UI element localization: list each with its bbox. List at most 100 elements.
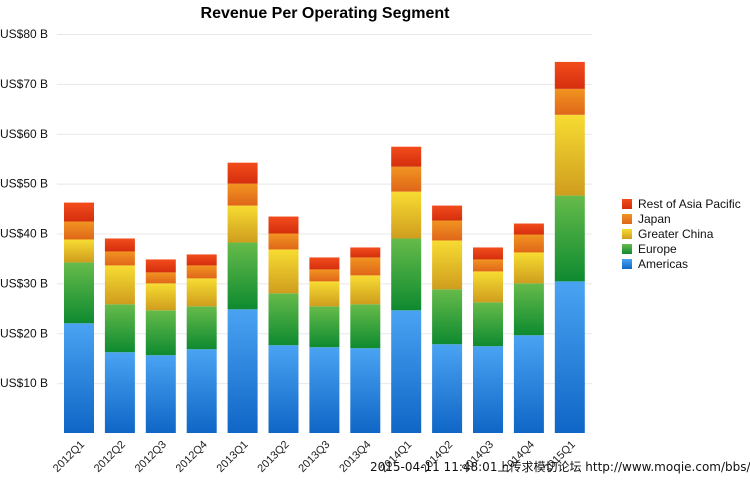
bar-segment-greater-china xyxy=(104,265,135,305)
bar-segment-japan xyxy=(554,88,585,115)
bar-segment-europe xyxy=(554,195,585,282)
bar-segment-japan xyxy=(513,234,544,253)
bar-segment-europe xyxy=(513,283,544,336)
bar-stack xyxy=(309,257,340,433)
bar-segment-rest-of-asia-pacific xyxy=(350,247,381,258)
bar-segment-greater-china xyxy=(227,205,258,243)
bar-segment-greater-china xyxy=(145,283,176,311)
bar-segment-americas xyxy=(227,309,258,433)
bar-segment-japan xyxy=(309,269,340,282)
bar-segment-greater-china xyxy=(513,252,544,284)
bar-segment-europe xyxy=(473,302,503,347)
legend-label: Japan xyxy=(638,212,671,226)
bar-stack xyxy=(432,205,463,433)
bar-stack xyxy=(391,146,422,433)
bar-segment-europe xyxy=(227,242,258,310)
bar-segment-greater-china xyxy=(309,281,340,307)
bar-segment-americas xyxy=(473,346,503,433)
bar-segment-americas xyxy=(145,355,176,433)
bar-stack xyxy=(186,254,217,433)
x-tick-label: 2012Q3 xyxy=(133,439,169,475)
bar-segment-americas xyxy=(309,347,340,433)
bar-segment-europe xyxy=(64,262,94,324)
bar-segment-japan xyxy=(473,259,503,272)
bar-segment-greater-china xyxy=(391,191,422,239)
bar-stack xyxy=(145,259,176,433)
bar-stack xyxy=(104,238,135,433)
bar-segment-rest-of-asia-pacific xyxy=(186,254,217,266)
bar-stack xyxy=(64,202,94,433)
x-tick-label: 2013Q4 xyxy=(337,439,373,475)
legend-label: Americas xyxy=(638,257,688,271)
bar-segment-rest-of-asia-pacific xyxy=(513,223,544,235)
y-tick-label: US$40 B xyxy=(0,227,48,241)
y-tick-label: US$30 B xyxy=(0,276,48,290)
bar-stack xyxy=(554,61,585,433)
bar-segment-rest-of-asia-pacific xyxy=(145,259,176,273)
y-axis-ticks: US$10 B US$20 B US$30 B US$40 B US$50 B US$60… xyxy=(0,27,48,390)
legend-swatch xyxy=(622,199,632,209)
bar-segment-rest-of-asia-pacific xyxy=(309,257,340,270)
bar-segment-europe xyxy=(104,304,135,353)
bar-segment-americas xyxy=(186,349,217,433)
bar-segment-americas xyxy=(64,323,94,433)
bar-segment-japan xyxy=(227,183,258,206)
bar-segment-greater-china xyxy=(554,114,585,196)
bar-stack xyxy=(268,216,299,433)
bar-segment-rest-of-asia-pacific xyxy=(554,61,585,89)
bar-segment-rest-of-asia-pacific xyxy=(391,146,422,167)
bar-segment-americas xyxy=(554,281,585,433)
bar-segment-europe xyxy=(391,238,422,311)
y-tick-label: US$50 B xyxy=(0,177,48,191)
bar-segment-europe xyxy=(145,310,176,356)
legend-swatch xyxy=(622,259,632,269)
legend-item: Americas xyxy=(622,257,688,271)
bar-segment-rest-of-asia-pacific xyxy=(227,162,258,184)
bar-segment-japan xyxy=(145,272,176,284)
bar-segment-rest-of-asia-pacific xyxy=(64,202,94,222)
bar-segment-rest-of-asia-pacific xyxy=(268,216,299,234)
legend-swatch xyxy=(622,244,632,254)
bar-segment-americas xyxy=(350,348,381,433)
x-tick-label: 2012Q2 xyxy=(92,439,128,475)
x-tick-label: 2013Q1 xyxy=(215,439,251,475)
bar-stack xyxy=(350,247,381,433)
legend-item: Greater China xyxy=(622,227,714,241)
bar-segment-europe xyxy=(350,304,381,349)
bar-segment-americas xyxy=(104,352,135,433)
bar-segment-japan xyxy=(391,166,422,192)
y-tick-label: US$70 B xyxy=(0,77,48,91)
legend-swatch xyxy=(622,214,632,224)
bar-segment-americas xyxy=(391,310,422,433)
y-tick-label: US$20 B xyxy=(0,326,48,340)
x-tick-label: 2013Q2 xyxy=(255,439,291,475)
legend-label: Greater China xyxy=(638,227,714,241)
y-tick-label: US$60 B xyxy=(0,127,48,141)
bar-segment-americas xyxy=(268,345,299,433)
legend-item: Rest of Asia Pacific xyxy=(622,197,741,211)
bar-segment-europe xyxy=(432,289,463,345)
bar-segment-japan xyxy=(104,251,135,266)
bar-segment-europe xyxy=(186,306,217,350)
bar-stack xyxy=(513,223,544,433)
x-tick-label: 2012Q4 xyxy=(174,439,210,475)
bar-segment-greater-china xyxy=(186,278,217,307)
bar-segment-japan xyxy=(432,220,463,241)
legend-label: Rest of Asia Pacific xyxy=(638,197,741,211)
x-tick-label: 2012Q1 xyxy=(51,439,87,475)
bar-segment-japan xyxy=(64,221,94,240)
legend-item: Japan xyxy=(622,212,671,226)
y-tick-label: US$10 B xyxy=(0,376,48,390)
x-tick-label: 2013Q3 xyxy=(296,439,332,475)
chart-title: Revenue Per Operating Segment xyxy=(201,5,451,22)
bar-segment-greater-china xyxy=(473,271,503,303)
bar-segment-europe xyxy=(268,293,299,346)
bar-segment-greater-china xyxy=(268,249,299,294)
bar-segment-greater-china xyxy=(64,239,94,263)
bar-segment-rest-of-asia-pacific xyxy=(473,247,503,260)
bar-segment-japan xyxy=(350,257,381,276)
legend-swatch xyxy=(622,229,632,239)
bar-stack xyxy=(227,162,258,433)
